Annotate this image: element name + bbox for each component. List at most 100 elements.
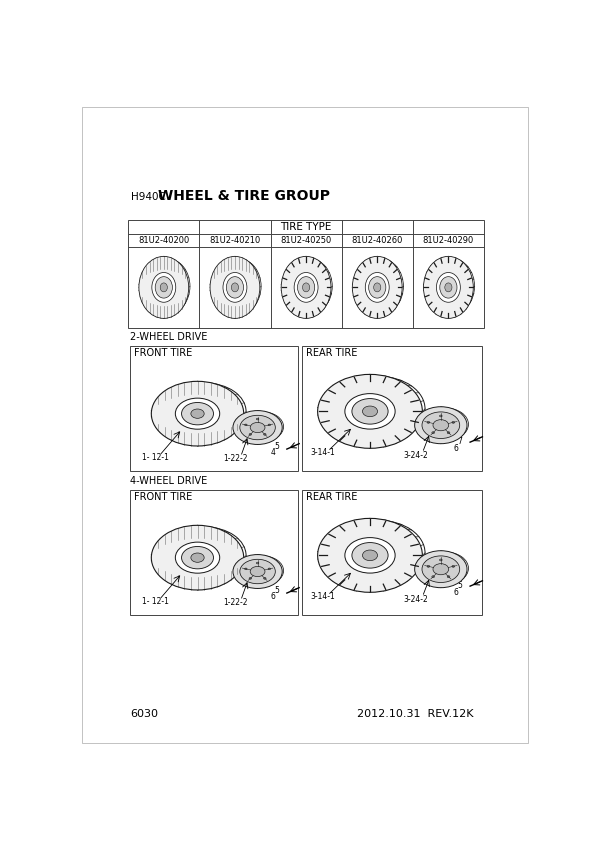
Text: 7: 7 <box>458 438 463 446</box>
Bar <box>129 221 484 328</box>
Bar <box>130 346 298 471</box>
Text: 1- 12-1: 1- 12-1 <box>142 453 169 462</box>
Ellipse shape <box>352 398 388 424</box>
Text: 81U2-40260: 81U2-40260 <box>352 236 403 245</box>
Ellipse shape <box>268 568 271 570</box>
Text: 81U2-40200: 81U2-40200 <box>138 236 189 245</box>
Ellipse shape <box>250 423 265 433</box>
Ellipse shape <box>427 566 430 568</box>
Ellipse shape <box>345 537 395 573</box>
Ellipse shape <box>249 578 252 579</box>
Ellipse shape <box>233 411 282 445</box>
Ellipse shape <box>160 283 167 292</box>
Ellipse shape <box>362 406 378 417</box>
Ellipse shape <box>433 563 449 575</box>
Text: FRONT TIRE: FRONT TIRE <box>134 348 192 358</box>
Ellipse shape <box>422 556 460 583</box>
Ellipse shape <box>345 393 395 429</box>
Text: 1- 12-1: 1- 12-1 <box>142 597 169 606</box>
Ellipse shape <box>445 283 452 292</box>
Ellipse shape <box>152 273 176 302</box>
Ellipse shape <box>352 542 388 568</box>
Ellipse shape <box>256 418 259 420</box>
Bar <box>302 490 483 615</box>
Text: 3-14-1: 3-14-1 <box>310 592 335 601</box>
Ellipse shape <box>433 419 449 431</box>
Ellipse shape <box>424 256 473 318</box>
Ellipse shape <box>233 555 282 589</box>
Ellipse shape <box>440 277 457 298</box>
Ellipse shape <box>427 422 430 424</box>
Ellipse shape <box>191 409 204 418</box>
Ellipse shape <box>440 559 442 561</box>
Ellipse shape <box>249 434 252 435</box>
Ellipse shape <box>415 407 467 444</box>
Text: H940C: H940C <box>131 192 166 201</box>
Ellipse shape <box>452 566 455 568</box>
Text: REAR TIRE: REAR TIRE <box>306 348 358 358</box>
Ellipse shape <box>452 422 455 424</box>
Ellipse shape <box>176 542 220 573</box>
Ellipse shape <box>415 551 467 588</box>
Text: 5: 5 <box>274 442 280 451</box>
Text: 2-WHEEL DRIVE: 2-WHEEL DRIVE <box>130 332 207 342</box>
Bar <box>130 490 298 615</box>
Ellipse shape <box>362 550 378 561</box>
Ellipse shape <box>298 277 315 298</box>
Text: 3-14-1: 3-14-1 <box>310 448 335 457</box>
Ellipse shape <box>240 559 275 584</box>
Text: TIRE TYPE: TIRE TYPE <box>280 222 332 232</box>
Text: REAR TIRE: REAR TIRE <box>306 492 358 502</box>
Ellipse shape <box>264 434 266 435</box>
Ellipse shape <box>294 273 318 302</box>
Ellipse shape <box>318 375 422 448</box>
Text: 1-22-2: 1-22-2 <box>223 599 248 607</box>
Ellipse shape <box>447 576 450 578</box>
Text: 6: 6 <box>271 592 275 601</box>
Text: 6: 6 <box>454 444 459 453</box>
Ellipse shape <box>422 412 460 439</box>
Ellipse shape <box>318 519 422 592</box>
Ellipse shape <box>245 424 247 426</box>
Text: 81U2-40250: 81U2-40250 <box>280 236 332 245</box>
Ellipse shape <box>264 578 266 579</box>
Ellipse shape <box>155 277 173 298</box>
Text: 3-24-2: 3-24-2 <box>404 450 428 460</box>
Ellipse shape <box>365 273 389 302</box>
Ellipse shape <box>240 415 275 440</box>
Ellipse shape <box>352 256 402 318</box>
Text: 5: 5 <box>458 582 463 590</box>
Ellipse shape <box>210 256 260 318</box>
Ellipse shape <box>176 398 220 429</box>
Ellipse shape <box>226 277 243 298</box>
Text: 81U2-40290: 81U2-40290 <box>423 236 474 245</box>
Ellipse shape <box>374 283 381 292</box>
Ellipse shape <box>245 568 247 570</box>
Ellipse shape <box>268 424 271 426</box>
Text: 4: 4 <box>271 448 275 457</box>
Ellipse shape <box>256 562 259 564</box>
Ellipse shape <box>191 553 204 562</box>
Text: FRONT TIRE: FRONT TIRE <box>134 492 192 502</box>
Text: 5: 5 <box>274 586 280 595</box>
Ellipse shape <box>181 402 214 425</box>
Ellipse shape <box>181 546 214 569</box>
Ellipse shape <box>437 273 461 302</box>
Ellipse shape <box>151 381 244 446</box>
Text: 4-WHEEL DRIVE: 4-WHEEL DRIVE <box>130 476 207 486</box>
Text: 1-22-2: 1-22-2 <box>223 455 248 463</box>
Ellipse shape <box>223 273 247 302</box>
Ellipse shape <box>151 525 244 590</box>
Ellipse shape <box>447 432 450 434</box>
Ellipse shape <box>369 277 386 298</box>
Ellipse shape <box>231 283 239 292</box>
Text: WHEEL & TIRE GROUP: WHEEL & TIRE GROUP <box>158 189 330 203</box>
Ellipse shape <box>302 283 309 292</box>
Ellipse shape <box>432 576 434 578</box>
Text: 6: 6 <box>454 588 459 597</box>
Text: 3-24-2: 3-24-2 <box>404 594 428 604</box>
Text: 6030: 6030 <box>130 709 158 719</box>
Bar <box>302 346 483 471</box>
Ellipse shape <box>440 415 442 417</box>
Text: 2012.10.31  REV.12K: 2012.10.31 REV.12K <box>357 709 474 719</box>
